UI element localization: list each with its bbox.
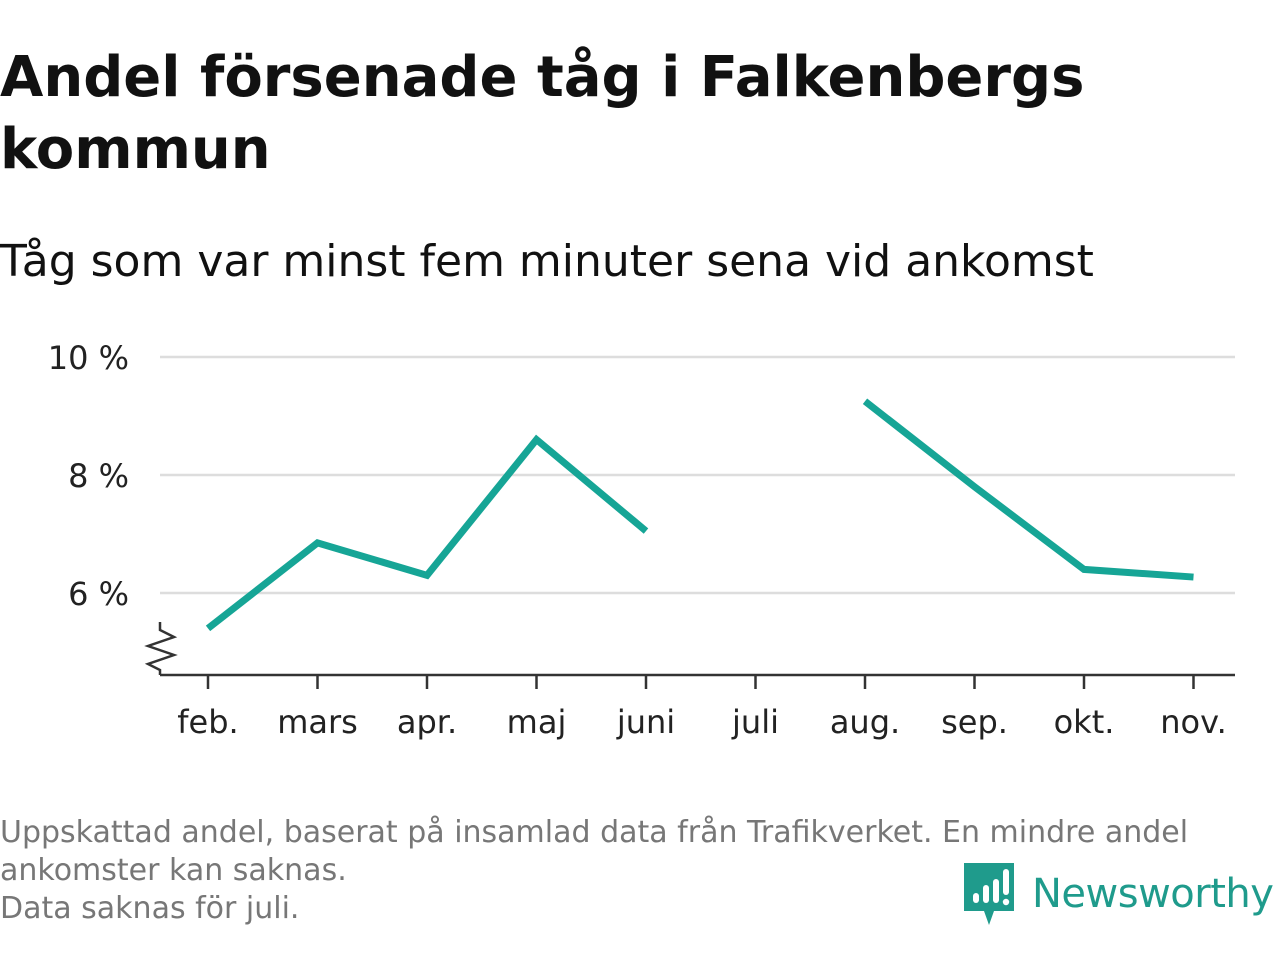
line-chart: 6 % 8 % 10 % feb. mars apr. maj juni juli aug. se… <box>48 339 1235 741</box>
y-tick-labels: 6 % 8 % 10 % <box>48 339 129 613</box>
x-tick-label: okt. <box>1054 703 1115 741</box>
footnote-line: Uppskattad andel, baserat på insamlad da… <box>0 815 1189 850</box>
newsworthy-logo-icon <box>964 863 1014 925</box>
x-axis <box>160 673 1235 689</box>
x-tick-labels: feb. mars apr. maj juni juli aug. sep. okt. nov. <box>177 703 1226 741</box>
axis-break-icon <box>144 622 178 675</box>
x-tick-label: apr. <box>397 703 457 741</box>
axis-break-zigzag <box>144 622 178 675</box>
grid-lines <box>160 355 1235 595</box>
x-tick-label: aug. <box>830 703 900 741</box>
x-tick-label: juli <box>731 703 779 741</box>
y-tick-label: 10 % <box>48 339 129 377</box>
footnote-line: ankomster kan saknas. <box>0 853 347 888</box>
footnote: Uppskattad andel, baserat på insamlad da… <box>0 814 1270 928</box>
series-line <box>205 434 649 632</box>
x-tick-label: feb. <box>177 703 238 741</box>
x-tick-label: mars <box>277 703 358 741</box>
chart-subtitle: Tåg som var minst fem minuter sena vid a… <box>0 236 1094 287</box>
data-series <box>205 398 1194 632</box>
brand-logo: Newsworthy <box>964 862 1274 926</box>
x-tick-label: sep. <box>941 703 1008 741</box>
x-tick-label: nov. <box>1160 703 1226 741</box>
brand-name: Newsworthy <box>1032 871 1274 917</box>
x-tick-label: maj <box>507 703 567 741</box>
x-tick-label: juni <box>616 703 675 741</box>
y-tick-label: 8 % <box>68 457 129 495</box>
chart-title: Andel försenade tåg i Falkenbergs kommun <box>0 45 1085 182</box>
y-tick-label: 6 % <box>68 575 129 613</box>
footnote-line: Data saknas för juli. <box>0 891 300 926</box>
series-line <box>862 398 1194 581</box>
